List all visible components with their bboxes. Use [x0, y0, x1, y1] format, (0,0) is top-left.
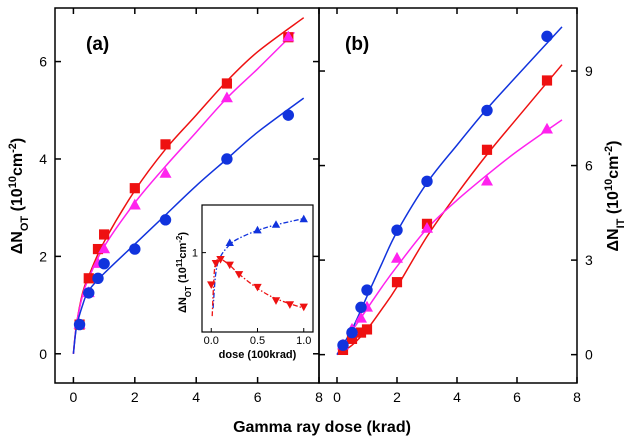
panel-b-y-tick-label: 6 [585, 158, 593, 174]
panel-b-point-red [346, 333, 358, 344]
panel-b-point-blue [355, 301, 367, 314]
panel-b-point-blue [481, 104, 493, 117]
inset-y-axis-label: ΔNOT (1011cm-2) [175, 232, 193, 313]
inset-point-blue [299, 214, 308, 223]
inset-point-blue [271, 220, 281, 228]
panel-b-x-tick-label: 6 [513, 389, 521, 405]
panel-a-point-magenta [128, 198, 141, 210]
panel-a-point-magenta [159, 166, 172, 178]
inset-y-tick-label: 1 [192, 248, 198, 260]
inset-point-red [234, 271, 244, 279]
inset-point-red [253, 283, 262, 292]
panel-a-y-tick-label: 2 [39, 248, 47, 264]
panel-a-y-tick-label: 0 [39, 346, 47, 362]
panel-b-x-tick-label: 4 [453, 389, 461, 405]
inset-point-red [299, 303, 308, 312]
panel-b-point-blue [337, 339, 349, 351]
panel-b-point-red [361, 324, 373, 335]
panel-a-inset: 0.0 0.5 1.0 1 dose (100krad) ΔNOT (1011cm-2) [175, 204, 314, 361]
panel-b-x-tick-label: 0 [333, 389, 341, 405]
panel-a-point-magenta [282, 30, 295, 42]
panel-a-label: (a) [86, 34, 109, 55]
panel-a-point-red [160, 139, 171, 150]
panel-a-x-tick-label: 8 [315, 389, 323, 405]
panel-b-x-tick-label: 2 [393, 389, 401, 405]
panel-b-point-blue [361, 284, 373, 296]
inset-point-red [225, 261, 234, 270]
panel-b-frame [318, 7, 578, 384]
panel-b-point-red [541, 75, 553, 86]
panel-b-point-magenta [481, 174, 493, 186]
inset-point-red [211, 260, 221, 268]
panel-a-point-blue [73, 318, 86, 331]
panel-a-point-magenta [220, 91, 233, 103]
panel-a-point-blue [129, 243, 141, 255]
panel-a-y-axis-label: ΔNOT (1010cm-2) [7, 138, 31, 254]
inset-point-red [285, 301, 295, 309]
panel-a-point-red [221, 78, 233, 89]
panel-a-point-red [83, 273, 94, 284]
panel-b-point-blue [541, 30, 553, 43]
panel-a-y-tick-label: 6 [39, 54, 47, 70]
inset-point-red [216, 256, 225, 264]
panel-a-x-tick-label: 2 [131, 389, 139, 405]
panel-b-fit-curve-blue [336, 26, 563, 355]
inset-point-blue [253, 225, 262, 234]
panel-b-y-axis-label: ΔNIT (1010cm-2) [603, 141, 627, 252]
panel-b-y-tick-label: 3 [585, 252, 593, 268]
panel-b-point-magenta [391, 251, 403, 263]
panel-b: 0 2 4 6 8 0 3 6 9 (b) [319, 8, 593, 405]
inset-fit-curve-red [211, 258, 305, 317]
panel-a-x-tick-label: 6 [254, 389, 262, 405]
panel-b-label: (b) [345, 34, 369, 55]
panel-a-y-tick-label: 4 [39, 151, 47, 167]
panel-b-fit-curves [336, 26, 563, 356]
panel-a-point-magenta [98, 242, 111, 254]
panel-b-point-magenta [421, 221, 433, 233]
panel-a-point-blue [282, 109, 295, 121]
panel-b-y-tick-label: 0 [585, 347, 593, 363]
panel-a-point-blue [92, 272, 104, 284]
panel-a-data-points [73, 30, 295, 331]
panel-b-point-magenta [541, 122, 553, 134]
inset-point-blue [225, 238, 234, 247]
panel-b-data-points [337, 30, 553, 356]
panel-b-point-red [391, 277, 403, 288]
panel-a-x-tick-label: 4 [192, 389, 200, 405]
panel-b-point-red [481, 144, 493, 155]
panel-a-point-red [92, 243, 104, 255]
panel-a-point-blue [83, 287, 95, 299]
panel-b-point-red [355, 327, 367, 338]
inset-x-axis-label: dose (100krad) [219, 349, 297, 361]
panel-b-y-tick-label: 9 [585, 63, 593, 79]
x-axis-label: Gamma ray dose (krad) [233, 419, 411, 436]
panel-b-ticks: 0 2 4 6 8 0 3 6 9 [319, 8, 593, 405]
panel-a-point-red [99, 229, 110, 240]
inset-frame [201, 204, 314, 333]
panel-a-x-tick-label: 0 [70, 389, 78, 405]
panel-b-point-magenta [355, 311, 367, 323]
panel-a-point-red [129, 183, 140, 194]
panel-b-x-tick-label: 8 [573, 389, 581, 405]
inset-x-tick-label: 0.5 [250, 335, 265, 347]
panel-b-point-blue [421, 175, 433, 188]
inset-point-red [207, 281, 216, 289]
panel-a-point-blue [221, 153, 233, 165]
panel-b-point-blue [391, 224, 403, 236]
inset-x-tick-label: 1.0 [296, 335, 311, 347]
panel-a-point-blue [159, 214, 172, 226]
panel-b-point-blue [346, 326, 358, 339]
inset-x-tick-label: 0.0 [204, 335, 219, 347]
panel-a-point-blue [98, 257, 110, 270]
panel-a: 0 2 4 6 8 0 2 4 6 (a) 0.0 0.5 1.0 1 dose (100krad) ΔN… [39, 8, 323, 405]
inset-point-red [271, 297, 281, 305]
